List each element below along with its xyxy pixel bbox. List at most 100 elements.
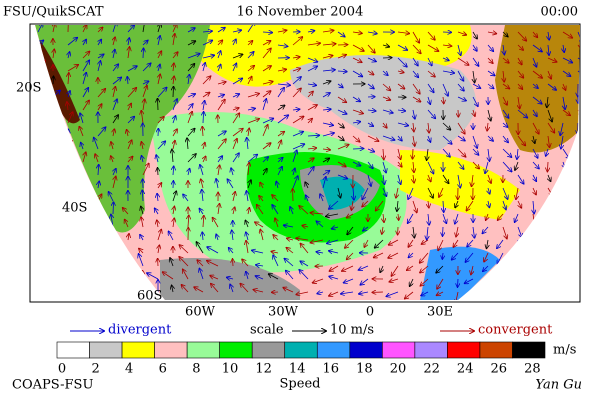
wind-arrow: [427, 57, 432, 66]
wind-arrow: [329, 200, 339, 209]
wind-arrow: [203, 112, 204, 124]
wind-arrow: [292, 88, 301, 98]
wind-arrow: [218, 204, 220, 215]
wind-arrow: [290, 207, 293, 215]
wind-arrow: [231, 168, 233, 176]
wind-arrow: [157, 88, 167, 98]
wind-arrow: [158, 36, 160, 46]
colorbar-swatch: [316, 341, 351, 359]
wind-arrow: [82, 88, 88, 98]
wind-arrow: [487, 32, 496, 34]
wind-arrow: [217, 95, 224, 97]
land-andes: [40, 40, 80, 124]
wind-arrow: [363, 227, 369, 231]
wind-arrow: [68, 91, 70, 98]
wind-arrow: [548, 135, 550, 147]
wind-arrow: [397, 200, 398, 211]
wind-arrow: [547, 96, 548, 107]
wind-arrow: [386, 291, 399, 296]
wind-arrow: [456, 226, 458, 237]
wind-arrow: [158, 51, 161, 59]
wind-arrow: [307, 135, 319, 136]
wind-arrow: [338, 187, 341, 198]
wind-arrow: [262, 48, 271, 59]
colorbar-tick-label: 18: [356, 362, 373, 377]
wind-arrow: [307, 57, 318, 62]
wind-arrow: [98, 165, 99, 176]
wind-arrow: [397, 44, 407, 50]
wind-arrow: [179, 245, 189, 254]
legend-scale: scale: [250, 323, 284, 338]
wind-arrow: [367, 174, 371, 186]
wind-arrow: [577, 57, 580, 63]
wind-arrow: [517, 70, 523, 78]
wind-arrow: [247, 66, 254, 72]
wind-arrow: [157, 117, 164, 124]
wind-arrow: [503, 200, 506, 210]
wind-arrow: [200, 165, 204, 176]
wind-arrow: [443, 96, 444, 104]
wind-arrow: [517, 57, 522, 65]
wind-arrow: [442, 135, 452, 144]
wind-arrow: [467, 239, 474, 247]
wind-arrow: [327, 239, 339, 244]
wind-arrow: [347, 214, 354, 218]
wind-arrow: [140, 235, 143, 241]
wind-arrow: [376, 200, 384, 211]
legend-convergent: convergent: [478, 323, 553, 338]
wind-arrow: [409, 252, 414, 257]
wind-arrow: [352, 57, 362, 62]
wind-arrow: [380, 265, 383, 272]
wind-arrow: [532, 83, 538, 88]
wind-arrow: [577, 44, 580, 56]
wind-arrow: [562, 57, 572, 63]
wind-arrow: [179, 257, 189, 267]
wind-arrow: [322, 44, 336, 45]
wind-arrow: [405, 291, 414, 299]
wind-arrow: [247, 94, 259, 98]
wind-arrow: [277, 84, 290, 85]
wind-arrow: [172, 129, 177, 137]
wind-arrow: [362, 200, 369, 207]
wind-arrow: [337, 55, 346, 58]
wind-arrow: [201, 179, 203, 189]
wind-arrow: [397, 83, 405, 89]
wind-arrow: [240, 284, 249, 293]
wind-arrow: [412, 44, 421, 53]
wind-arrow: [233, 63, 236, 72]
wind-arrow: [247, 108, 255, 110]
wind-arrow: [458, 278, 459, 287]
wind-arrow: [367, 149, 374, 152]
wind-arrow: [532, 70, 542, 78]
wind-arrow: [272, 195, 279, 202]
wind-arrow: [277, 167, 282, 176]
wind-arrow: [113, 169, 116, 176]
wind-arrow: [128, 47, 130, 59]
lon-label: 0: [366, 305, 374, 320]
wind-arrow: [428, 135, 431, 142]
wind-arrow: [95, 154, 98, 163]
wind-arrow: [255, 222, 264, 228]
wind-arrow: [199, 209, 203, 215]
wind-arrow: [548, 31, 549, 40]
wind-arrow: [242, 259, 249, 267]
wind-arrow: [413, 122, 414, 132]
wind-arrow: [172, 52, 178, 59]
wind-arrow: [322, 93, 330, 98]
wind-arrow: [484, 252, 489, 262]
wind-arrow: [561, 135, 563, 149]
wind-arrow: [247, 41, 253, 46]
wind-arrow: [217, 82, 226, 84]
wind-arrow: [427, 44, 439, 51]
wind-arrow: [412, 200, 417, 213]
wind-arrow: [271, 252, 279, 254]
footer-left: COAPS-FSU: [12, 378, 93, 393]
wind-arrow: [272, 205, 279, 215]
wind-arrow: [442, 83, 448, 96]
wind-arrow: [246, 191, 248, 202]
wind-arrow: [277, 158, 283, 163]
wind-arrow: [337, 109, 347, 114]
lon-label: 60W: [185, 305, 216, 320]
wind-arrow: [547, 83, 556, 90]
wind-arrow: [515, 213, 519, 222]
